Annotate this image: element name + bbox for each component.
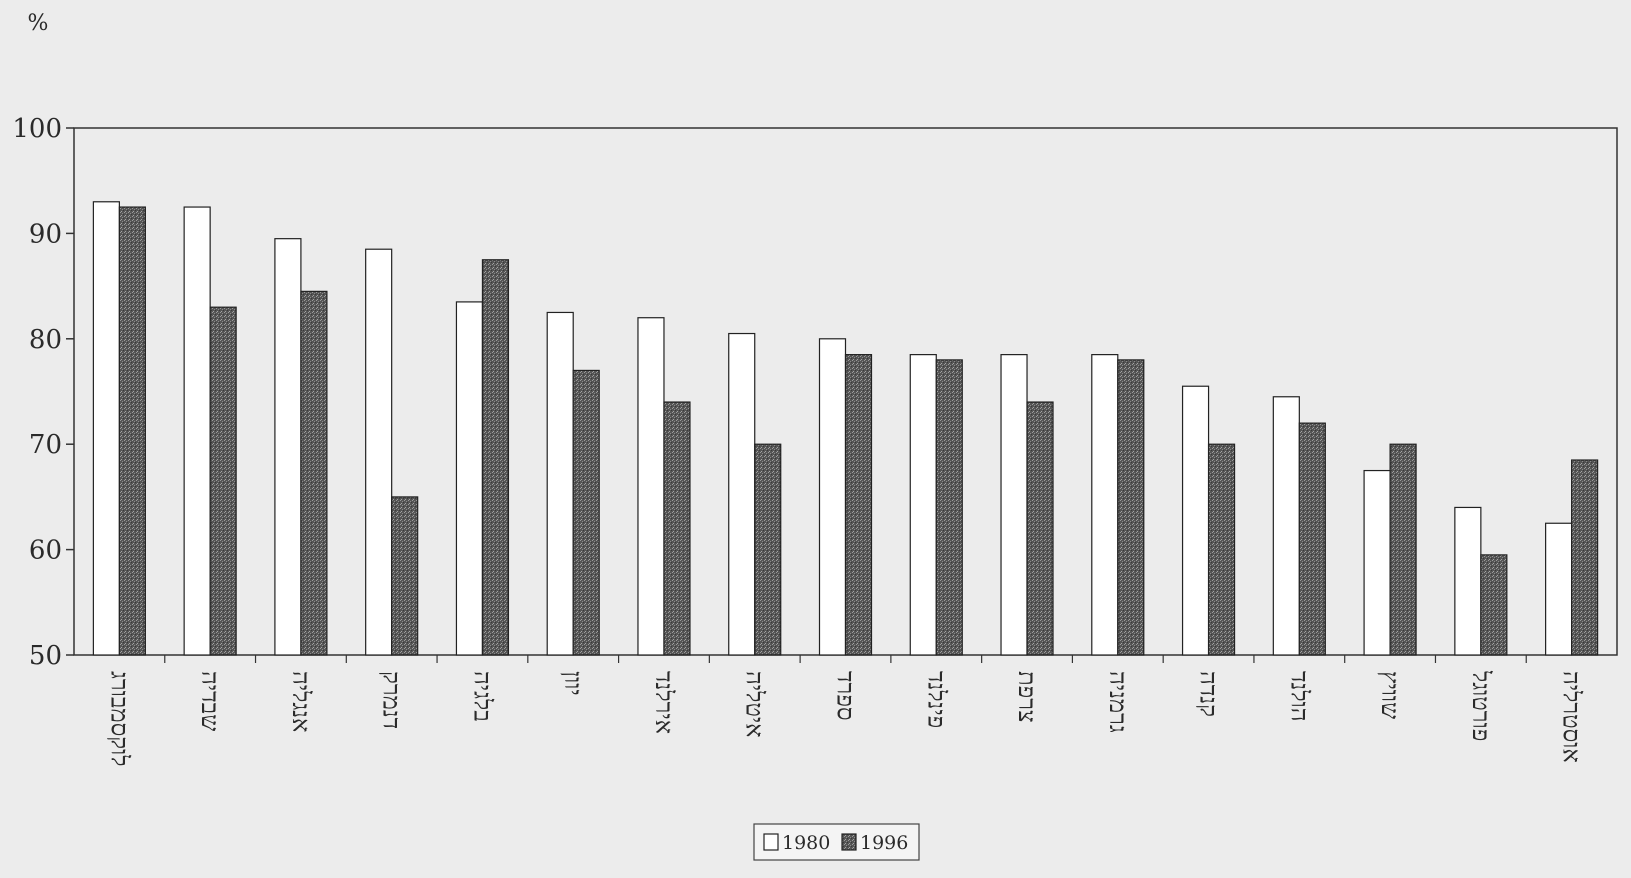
bar-1980-1 bbox=[183, 206, 211, 656]
bar-1996-12 bbox=[1207, 443, 1236, 656]
y-tick-label-5: 100 bbox=[12, 114, 62, 144]
y-tick-label-4: 90 bbox=[29, 219, 62, 249]
bar-1996-6 bbox=[663, 401, 691, 656]
bar-1980-13 bbox=[1272, 396, 1300, 656]
x-tick-label-6: אירלנד bbox=[650, 671, 678, 734]
bars bbox=[92, 201, 1599, 656]
bar-1996-4 bbox=[481, 259, 510, 656]
bar-1980-11 bbox=[1091, 354, 1119, 656]
bar-1996-1 bbox=[209, 306, 237, 656]
bar-1980-5 bbox=[546, 311, 574, 656]
x-tick-label-15: פורטוגל bbox=[1467, 670, 1495, 741]
x-tick-label-16: אוסטרליה bbox=[1558, 671, 1586, 763]
y-tick-label-3: 80 bbox=[29, 325, 62, 355]
bar-1980-3 bbox=[365, 248, 393, 656]
bar-1980-9 bbox=[909, 354, 937, 656]
x-tick-label-0: לוקסמבורג bbox=[105, 671, 133, 767]
bar-1996-10 bbox=[1026, 401, 1054, 656]
x-axis: לוקסמבורג שבדיה אנגליה דנמרק בלגיה יוון אירלנד… bbox=[105, 655, 1586, 767]
bar-1980-10 bbox=[1000, 354, 1028, 656]
y-tick-label-2: 70 bbox=[29, 430, 62, 460]
bar-1996-5 bbox=[572, 369, 600, 656]
legend: 1980 1996 bbox=[753, 823, 920, 861]
bar-1980-14 bbox=[1363, 469, 1391, 656]
x-tick-label-10: צרפת bbox=[1013, 671, 1041, 723]
x-tick-label-5: יוון bbox=[559, 671, 587, 696]
bar-1996-3 bbox=[391, 496, 419, 656]
bar-1980-15 bbox=[1454, 506, 1482, 656]
x-tick-label-13: הולנד bbox=[1285, 671, 1313, 722]
bar-1996-11 bbox=[1117, 359, 1145, 656]
x-tick-label-11: גרמניה bbox=[1104, 671, 1132, 733]
x-tick-label-7: איטליה bbox=[741, 671, 769, 738]
x-tick-label-1: שבדיה bbox=[196, 671, 224, 731]
bar-1996-9 bbox=[935, 359, 963, 656]
bar-1980-6 bbox=[637, 317, 665, 656]
bar-1980-16 bbox=[1545, 522, 1573, 656]
legend-swatch-1996 bbox=[841, 833, 857, 851]
bar-1996-2 bbox=[300, 290, 328, 656]
bar-1996-13 bbox=[1298, 422, 1326, 656]
y-tick-label-0: 50 bbox=[29, 641, 62, 671]
legend-label-1996: 1996 bbox=[860, 832, 908, 854]
bar-1980-0 bbox=[92, 201, 120, 656]
bar-1980-7 bbox=[728, 332, 756, 656]
legend-swatch-1980 bbox=[763, 833, 779, 851]
x-tick-label-2: אנגליה bbox=[287, 671, 315, 732]
bar-1996-8 bbox=[844, 354, 873, 656]
x-tick-label-14: שוויץ bbox=[1376, 671, 1404, 719]
bar-1980-2 bbox=[274, 238, 302, 656]
legend-label-1980: 1980 bbox=[782, 832, 830, 854]
x-tick-label-12: קנדה bbox=[1195, 671, 1223, 717]
x-tick-label-4: בלגיה bbox=[468, 671, 496, 722]
bar-1996-16 bbox=[1571, 459, 1599, 656]
x-tick-label-8: ספרד bbox=[832, 671, 860, 721]
x-tick-label-3: דנמרק bbox=[378, 671, 406, 729]
bar-1980-8 bbox=[818, 338, 847, 656]
bar-1996-14 bbox=[1389, 443, 1417, 656]
bar-1996-15 bbox=[1480, 554, 1508, 656]
legend-box bbox=[753, 823, 920, 861]
bar-1996-7 bbox=[754, 443, 782, 656]
y-tick-label-1: 60 bbox=[29, 536, 62, 566]
bar-1980-12 bbox=[1181, 385, 1210, 656]
bar-1980-4 bbox=[455, 301, 484, 656]
bar-1996-0 bbox=[118, 206, 146, 656]
x-tick-label-9: פינלנד bbox=[922, 671, 950, 728]
y-unit-label: % bbox=[28, 11, 49, 36]
